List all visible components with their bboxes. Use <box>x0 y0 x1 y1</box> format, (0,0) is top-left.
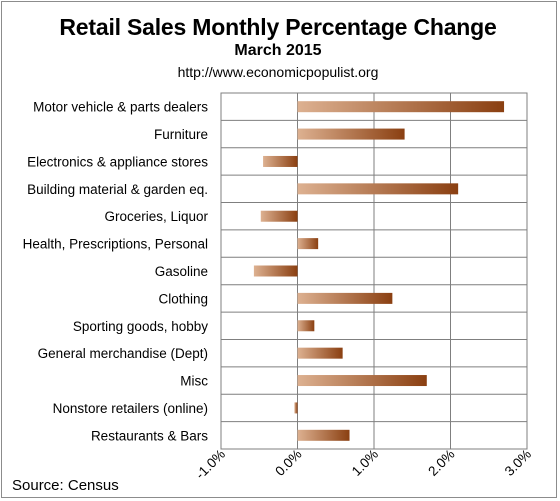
chart-subtitle: March 2015 <box>234 42 322 59</box>
category-label: Motor vehicle & parts dealers <box>33 100 208 115</box>
x-tick-label: 2.0% <box>425 447 457 479</box>
x-tick-label: 0.0% <box>272 447 304 479</box>
category-label: Gasoline <box>155 264 208 279</box>
bar <box>263 155 298 167</box>
category-label: Misc <box>180 374 208 389</box>
category-label: Nonstore retailers (online) <box>53 401 208 416</box>
category-label: Sporting goods, hobby <box>73 319 208 334</box>
source-note: Source: Census <box>12 477 119 494</box>
bar <box>297 375 427 387</box>
bars <box>253 101 505 441</box>
x-tick-label: 1.0% <box>349 447 381 479</box>
bar <box>297 101 505 113</box>
bar <box>297 347 343 359</box>
bar <box>297 320 315 332</box>
bar <box>297 292 393 304</box>
category-label: Health, Prescriptions, Personal <box>23 237 208 252</box>
category-labels: Motor vehicle & parts dealers Furniture El… <box>23 100 209 444</box>
bar <box>260 210 298 222</box>
category-label: Groceries, Liquor <box>104 209 208 224</box>
category-label: Building material & garden eq. <box>27 182 208 197</box>
chart-title: Retail Sales Monthly Percentage Change <box>59 14 497 40</box>
category-label: Restaurants & Bars <box>91 428 208 443</box>
source-url: http://www.economicpopulist.org <box>177 64 379 80</box>
category-label: Electronics & appliance stores <box>27 154 208 169</box>
bar <box>297 183 459 195</box>
bar <box>297 128 405 140</box>
category-label: Clothing <box>158 291 208 306</box>
category-label: Furniture <box>154 127 208 142</box>
bar <box>294 402 298 414</box>
x-tick-label: 3.0% <box>502 447 534 479</box>
bar <box>297 238 319 250</box>
category-label: General merchandise (Dept) <box>38 346 208 361</box>
bar <box>297 429 350 441</box>
x-tick-labels: -1.0% 0.0% 1.0% 2.0% 3.0% <box>193 447 535 483</box>
x-tick-label: -1.0% <box>193 447 229 483</box>
bar <box>253 265 298 277</box>
